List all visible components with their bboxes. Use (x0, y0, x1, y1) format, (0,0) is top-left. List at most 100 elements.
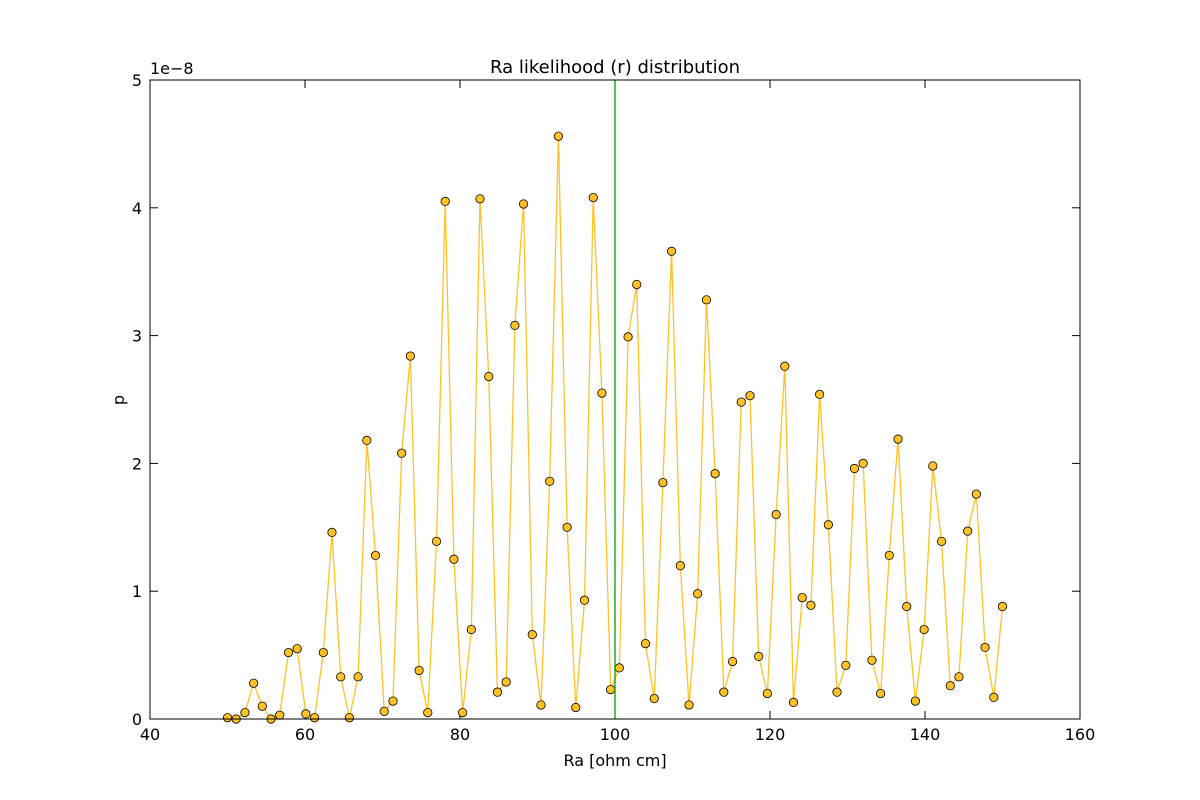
data-point (823, 520, 833, 530)
x-tick-label: 140 (910, 725, 941, 744)
x-axis-label: Ra [ohm cm] (563, 751, 666, 770)
data-point (362, 435, 372, 445)
x-tick-label: 40 (140, 725, 160, 744)
data-point (510, 320, 520, 330)
data-point (980, 642, 990, 653)
y-axis-label: p (109, 395, 128, 405)
data-point (658, 477, 668, 488)
data-point (875, 688, 886, 699)
data-point (344, 713, 355, 723)
data-point (597, 388, 607, 398)
data-point (518, 199, 529, 209)
data-point (745, 391, 755, 401)
data-point (449, 554, 459, 564)
data-point (893, 434, 903, 444)
x-tick-label: 100 (600, 725, 631, 744)
data-point (318, 647, 328, 658)
data-point (431, 536, 442, 546)
data-point (606, 685, 616, 695)
data-point (884, 550, 894, 561)
data-point (414, 665, 424, 676)
data-point (388, 696, 398, 706)
y-tick-label: 0 (132, 710, 142, 729)
y-tick-label: 2 (132, 454, 142, 473)
data-point (397, 448, 407, 458)
data-point (222, 713, 233, 723)
data-point (440, 196, 450, 207)
y-offset-label: 1e−8 (150, 59, 194, 78)
data-point (945, 681, 955, 691)
data-point (475, 194, 485, 204)
data-point (649, 693, 659, 704)
data-point (562, 522, 572, 532)
data-point (240, 708, 250, 718)
data-point (797, 592, 807, 603)
data-point (832, 687, 842, 697)
data-point (423, 708, 433, 718)
data-point (867, 655, 877, 665)
data-point (257, 701, 267, 711)
x-tick-label: 80 (450, 725, 470, 744)
data-point (283, 647, 294, 658)
data-point (501, 677, 511, 687)
data-point (666, 246, 677, 256)
data-point (727, 656, 738, 667)
data-point (736, 397, 746, 407)
data-point (623, 332, 633, 342)
data-point (579, 595, 590, 605)
data-point (405, 351, 415, 361)
data-point (379, 706, 389, 716)
data-point (684, 700, 694, 710)
x-tick-label: 120 (755, 725, 786, 744)
data-point (588, 192, 598, 203)
data-point (928, 461, 938, 471)
data-point (571, 702, 581, 713)
y-tick-label: 5 (132, 71, 142, 90)
data-point (336, 672, 346, 682)
data-point (954, 672, 964, 682)
data-point (814, 389, 825, 399)
data-point (466, 624, 476, 635)
x-tick-label: 160 (1065, 725, 1096, 744)
y-tick-label: 1 (132, 582, 142, 601)
plot-frame (149, 79, 1081, 720)
data-point (849, 463, 860, 474)
data-point (553, 131, 564, 141)
data-point (675, 561, 685, 571)
data-point (527, 630, 537, 640)
data-point (910, 696, 920, 706)
data-point (701, 295, 712, 305)
data-point (536, 700, 546, 710)
data-point (858, 458, 868, 468)
data-point (771, 509, 781, 520)
y-tick-label: 4 (132, 199, 142, 218)
data-point (754, 651, 764, 661)
data-point (249, 678, 259, 688)
data-point (640, 638, 651, 649)
data-point (292, 644, 302, 654)
data-point (762, 688, 772, 699)
data-point (989, 692, 999, 702)
data-point (788, 697, 799, 707)
data-point (545, 476, 555, 486)
data-point (370, 550, 381, 561)
data-point (614, 663, 624, 673)
data-point (963, 526, 973, 536)
data-point (492, 687, 503, 697)
data-point (710, 469, 720, 479)
data-point (632, 279, 642, 290)
data-point (301, 709, 311, 719)
chart-title: Ra likelihood (r) distribution (490, 57, 740, 78)
data-point (353, 672, 363, 682)
data-point (327, 527, 337, 538)
data-point (310, 713, 320, 723)
data-point (841, 660, 851, 670)
data-point (780, 361, 790, 371)
x-tick-label: 60 (295, 725, 315, 744)
data-point (806, 600, 816, 610)
data-point (919, 624, 929, 635)
y-tick-label: 3 (132, 327, 142, 346)
data-point (719, 687, 729, 697)
